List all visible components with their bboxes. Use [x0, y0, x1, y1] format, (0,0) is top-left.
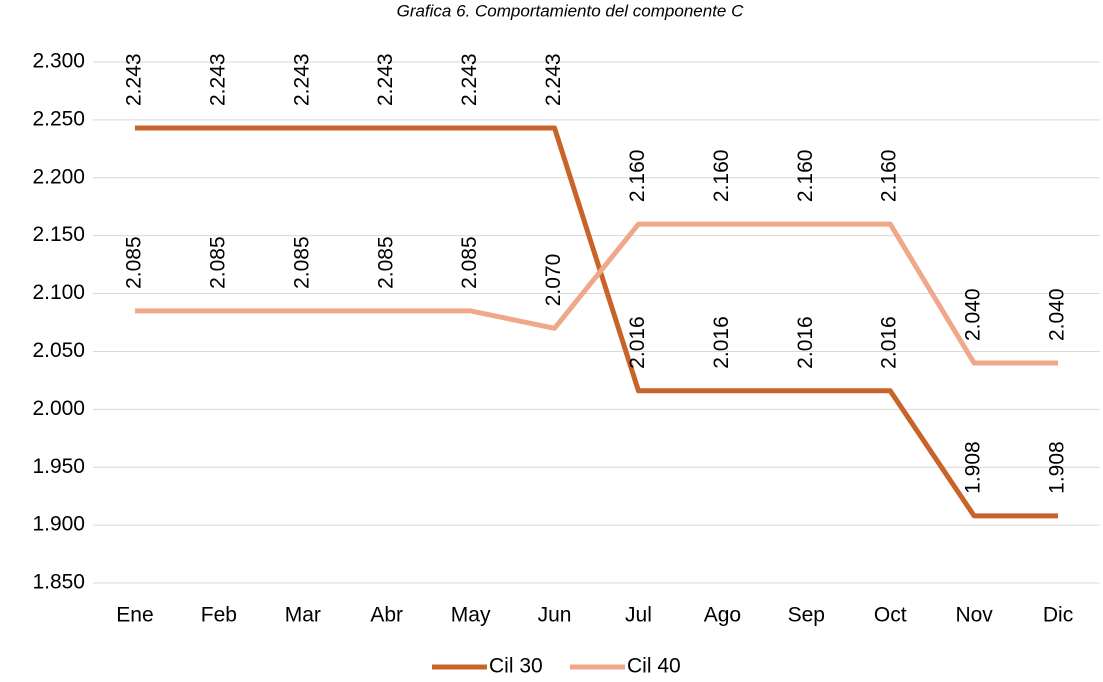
x-tick-label: Oct: [874, 604, 907, 627]
x-tick-label: Jul: [625, 604, 652, 627]
data-label: 2.070: [542, 254, 565, 307]
data-label: 2.243: [290, 53, 313, 106]
y-tick-label: 2.100: [32, 281, 85, 304]
x-tick-label: Nov: [955, 604, 993, 627]
data-label: 2.085: [206, 236, 229, 289]
x-tick-label: Sep: [788, 604, 825, 627]
legend-label: Cil 40: [627, 655, 681, 678]
y-tick-label: 2.000: [32, 397, 85, 420]
x-tick-label: Ago: [704, 604, 741, 627]
data-label: 2.085: [290, 236, 313, 289]
data-label: 2.243: [206, 53, 229, 106]
data-label: 2.016: [626, 316, 649, 369]
data-label: 2.016: [710, 316, 733, 369]
y-tick-label: 1.900: [32, 513, 85, 536]
data-label: 2.040: [1046, 288, 1069, 341]
x-tick-label: Dic: [1043, 604, 1073, 627]
chart-title: Grafica 6. Comportamiento del componente…: [397, 1, 745, 20]
y-tick-label: 1.850: [32, 571, 85, 594]
data-label: 2.160: [794, 150, 817, 203]
series-line: [134, 125, 1059, 519]
data-label: 2.085: [458, 236, 481, 289]
x-tick-label: Ene: [116, 604, 153, 627]
data-label: 2.243: [458, 53, 481, 106]
y-tick-label: 2.200: [32, 165, 85, 188]
x-tick-label: Jun: [538, 604, 572, 627]
data-label: 2.160: [710, 150, 733, 203]
data-label: 1.908: [962, 441, 985, 494]
data-label: 2.243: [374, 53, 397, 106]
y-tick-label: 1.950: [32, 455, 85, 478]
data-label: 2.016: [878, 316, 901, 369]
data-label: 1.908: [1046, 441, 1069, 494]
data-label: 2.016: [794, 316, 817, 369]
data-label: 2.085: [123, 236, 146, 289]
data-label: 2.243: [542, 53, 565, 106]
x-tick-label: May: [451, 604, 491, 627]
y-tick-label: 2.250: [32, 107, 85, 130]
legend-label: Cil 30: [489, 655, 543, 678]
data-label: 2.160: [878, 150, 901, 203]
x-tick-label: Mar: [285, 604, 321, 627]
data-label: 2.040: [962, 288, 985, 341]
data-label: 2.243: [123, 53, 146, 106]
data-label: 2.160: [626, 150, 649, 203]
x-tick-label: Abr: [370, 604, 403, 627]
y-tick-label: 2.300: [32, 50, 85, 73]
series-line: [134, 221, 1059, 366]
x-tick-label: Feb: [201, 604, 237, 627]
y-tick-label: 2.050: [32, 339, 85, 362]
y-tick-label: 2.150: [32, 223, 85, 246]
data-label: 2.085: [374, 236, 397, 289]
